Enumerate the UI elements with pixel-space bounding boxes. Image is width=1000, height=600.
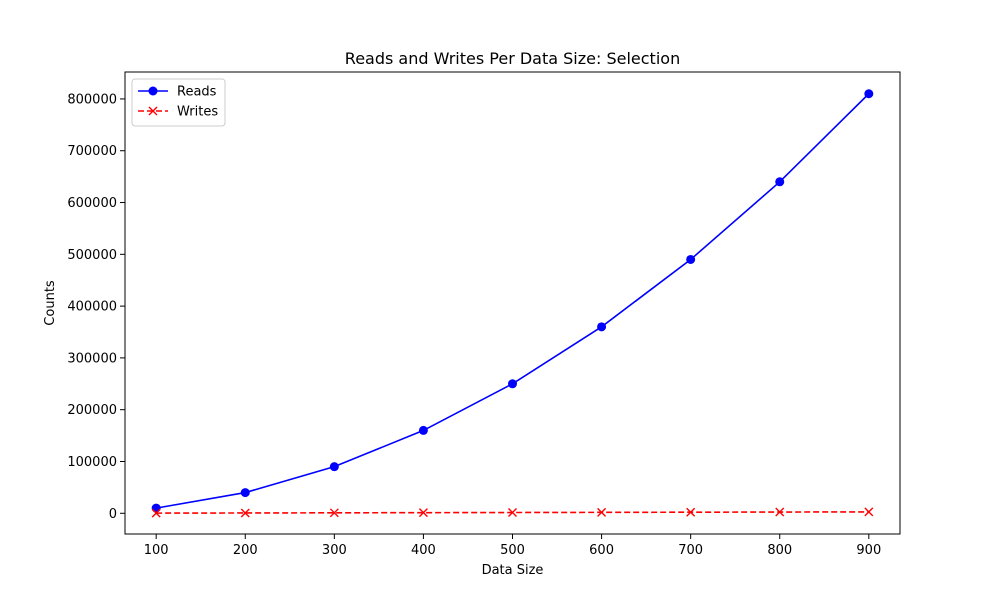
- data-point-reads: [775, 177, 785, 187]
- legend-marker-reads: [148, 86, 158, 96]
- chart-title: Reads and Writes Per Data Size: Selectio…: [345, 49, 680, 68]
- x-axis: 100 200 300 400 500 600 700 800 900: [144, 534, 881, 558]
- x-tick-label: 300: [322, 543, 347, 558]
- x-axis-label: Data Size: [482, 563, 544, 578]
- x-tick-label: 500: [500, 543, 525, 558]
- data-point-writes: [418, 508, 428, 518]
- plot-area: [151, 89, 874, 518]
- x-tick-label: 800: [767, 543, 792, 558]
- y-axis-label: Counts: [43, 280, 58, 326]
- x-tick-label: 100: [144, 543, 169, 558]
- data-point-reads: [151, 503, 161, 513]
- data-point-writes: [508, 508, 517, 518]
- data-point-writes: [329, 508, 339, 518]
- y-tick-label: 100000: [67, 455, 117, 470]
- data-point-writes: [864, 507, 874, 517]
- legend-label-reads: Reads: [177, 85, 217, 100]
- data-point-reads: [329, 462, 339, 472]
- y-tick-label: 700000: [67, 144, 117, 159]
- legend-marker-writes: [148, 106, 158, 116]
- data-point-writes: [151, 508, 161, 518]
- data-point-reads: [240, 488, 250, 498]
- y-tick-label: 300000: [67, 351, 117, 366]
- x-tick-label: 400: [411, 543, 436, 558]
- x-tick-label: 200: [233, 543, 258, 558]
- y-tick-label: 0: [109, 507, 117, 522]
- x-tick-label: 700: [678, 543, 703, 558]
- y-tick-label: 500000: [67, 248, 117, 263]
- data-point-writes: [240, 508, 250, 518]
- y-tick-label: 800000: [67, 92, 117, 107]
- y-tick-label: 400000: [67, 300, 117, 315]
- y-tick-label: 600000: [67, 196, 117, 211]
- data-point-reads: [418, 425, 428, 435]
- data-point-reads: [597, 322, 607, 332]
- plot-frame: [124, 71, 901, 535]
- data-point-writes: [597, 507, 607, 517]
- x-tick-label: 900: [856, 543, 881, 558]
- y-axis: 0 100000 200000 300000 400000 500000 600000 700…: [67, 92, 125, 522]
- legend: Reads Writes: [131, 78, 226, 127]
- y-tick-label: 200000: [67, 403, 117, 418]
- data-point-reads: [686, 254, 696, 264]
- data-point-reads: [864, 89, 874, 99]
- legend-label-writes: Writes: [177, 105, 218, 120]
- x-tick-label: 600: [589, 543, 614, 558]
- data-point-writes: [686, 507, 696, 517]
- series-line-reads: [156, 93, 870, 509]
- data-point-writes: [775, 507, 785, 517]
- data-point-reads: [508, 379, 517, 389]
